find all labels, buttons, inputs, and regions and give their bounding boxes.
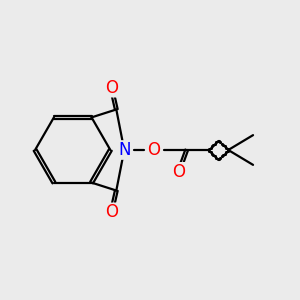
Text: O: O xyxy=(172,163,185,181)
Text: N: N xyxy=(118,141,130,159)
Text: O: O xyxy=(105,203,118,221)
Text: O: O xyxy=(148,141,160,159)
Text: O: O xyxy=(105,79,118,97)
